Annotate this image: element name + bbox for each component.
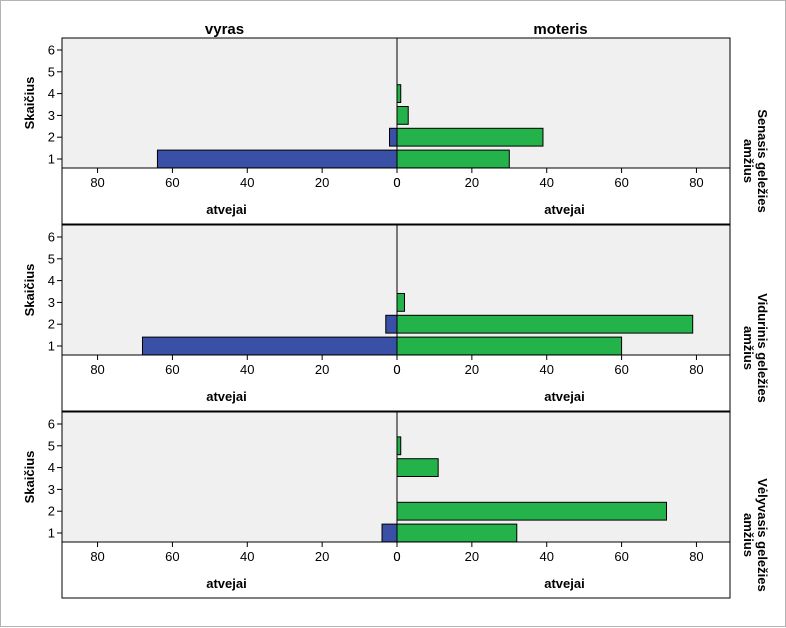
x-tick-label-left: 60 xyxy=(165,175,179,190)
y-tick-label: 3 xyxy=(48,482,55,497)
bar-moteris-3 xyxy=(396,293,405,312)
y-tick-label: 5 xyxy=(48,438,55,453)
x-axis-label-left: atvejai xyxy=(206,202,246,217)
bar-moteris-5 xyxy=(396,436,402,456)
bar-moteris-2 xyxy=(396,314,694,334)
x-tick-label-left: 0 xyxy=(393,175,400,190)
x-tick-label-right: 60 xyxy=(614,175,628,190)
bar-vyras-2 xyxy=(385,314,398,334)
row-label-line-1: Vėlyvasis geležies xyxy=(755,478,770,591)
bar-moteris-1 xyxy=(396,523,518,543)
x-tick-label-right: 80 xyxy=(689,362,703,377)
plot-area xyxy=(61,411,731,543)
x-tick-label-left: 20 xyxy=(315,549,329,564)
row-label: Senasis geležiesamžius xyxy=(741,109,770,212)
bar-vyras-1 xyxy=(381,523,398,543)
x-tick-label-right: 40 xyxy=(539,549,553,564)
y-tick-label: 6 xyxy=(48,230,55,245)
x-tick-label-left: 20 xyxy=(315,175,329,190)
row-label: Vėlyvasis geležiesamžius xyxy=(741,478,770,591)
x-tick-label-left: 80 xyxy=(90,549,104,564)
axis-area xyxy=(61,167,731,225)
y-tick-label: 5 xyxy=(48,251,55,266)
y-tick-label: 4 xyxy=(48,273,55,288)
x-tick-label-right: 20 xyxy=(465,549,479,564)
bar-vyras-1 xyxy=(141,336,398,356)
row-label-line-2: amžius xyxy=(741,139,756,183)
y-tick-label: 2 xyxy=(48,504,55,519)
bar-moteris-1 xyxy=(396,336,623,356)
bar-moteris-3 xyxy=(396,106,409,125)
x-tick-label-left: 40 xyxy=(240,362,254,377)
row-label-line-2: amžius xyxy=(741,513,756,557)
y-tick-label: 3 xyxy=(48,108,55,123)
bar-vyras-2 xyxy=(389,127,398,147)
x-tick-label-right: 0 xyxy=(393,175,400,190)
x-tick-label-right: 40 xyxy=(539,362,553,377)
plot-area xyxy=(61,224,731,356)
column-header-moteris: moteris xyxy=(533,21,587,38)
y-axis-label: Skaičius xyxy=(22,264,37,317)
y-tick-label: 3 xyxy=(48,295,55,310)
y-tick-label: 2 xyxy=(48,317,55,332)
x-tick-label-left: 20 xyxy=(315,362,329,377)
x-tick-label-right: 0 xyxy=(393,549,400,564)
bar-moteris-4 xyxy=(396,84,402,103)
x-axis-label-left: atvejai xyxy=(206,389,246,404)
plot-area xyxy=(61,37,731,169)
y-tick-label: 1 xyxy=(48,526,55,541)
y-tick-label: 4 xyxy=(48,86,55,101)
row-label-line-1: Vidurinis geležies xyxy=(755,293,770,403)
x-tick-label-right: 60 xyxy=(614,362,628,377)
x-tick-label-left: 60 xyxy=(165,362,179,377)
x-tick-label-left: 60 xyxy=(165,549,179,564)
y-axis-label: Skaičius xyxy=(22,77,37,130)
bar-moteris-4 xyxy=(396,458,439,478)
x-tick-label-right: 80 xyxy=(689,175,703,190)
column-header-vyras: vyras xyxy=(205,21,244,38)
bar-moteris-2 xyxy=(396,501,667,521)
x-axis-label-right: atvejai xyxy=(544,202,584,217)
y-tick-label: 4 xyxy=(48,460,55,475)
x-tick-label-right: 0 xyxy=(393,362,400,377)
bar-vyras-1 xyxy=(156,149,398,169)
y-tick-label: 6 xyxy=(48,43,55,58)
x-axis-label-right: atvejai xyxy=(544,389,584,404)
x-tick-label-left: 40 xyxy=(240,175,254,190)
x-tick-label-right: 60 xyxy=(614,549,628,564)
x-tick-label-left: 80 xyxy=(90,362,104,377)
bar-moteris-1 xyxy=(396,149,510,169)
x-tick-label-right: 20 xyxy=(465,362,479,377)
bar-moteris-2 xyxy=(396,127,544,147)
x-tick-label-right: 80 xyxy=(689,549,703,564)
y-axis-label: Skaičius xyxy=(22,451,37,504)
x-tick-label-right: 20 xyxy=(465,175,479,190)
row-label: Vidurinis geležiesamžius xyxy=(741,293,770,403)
x-axis-label-right: atvejai xyxy=(544,576,584,591)
axis-area xyxy=(61,354,731,412)
row-label-line-1: Senasis geležies xyxy=(755,109,770,212)
y-tick-label: 5 xyxy=(48,64,55,79)
y-tick-label: 1 xyxy=(48,339,55,354)
x-tick-label-left: 0 xyxy=(393,549,400,564)
y-tick-label: 2 xyxy=(48,130,55,145)
x-tick-label-left: 80 xyxy=(90,175,104,190)
x-tick-label-right: 40 xyxy=(539,175,553,190)
x-tick-label-left: 40 xyxy=(240,549,254,564)
row-label-line-2: amžius xyxy=(741,326,756,370)
x-tick-label-left: 0 xyxy=(393,362,400,377)
y-tick-label: 6 xyxy=(48,417,55,432)
y-tick-label: 1 xyxy=(48,152,55,167)
x-axis-label-left: atvejai xyxy=(206,576,246,591)
